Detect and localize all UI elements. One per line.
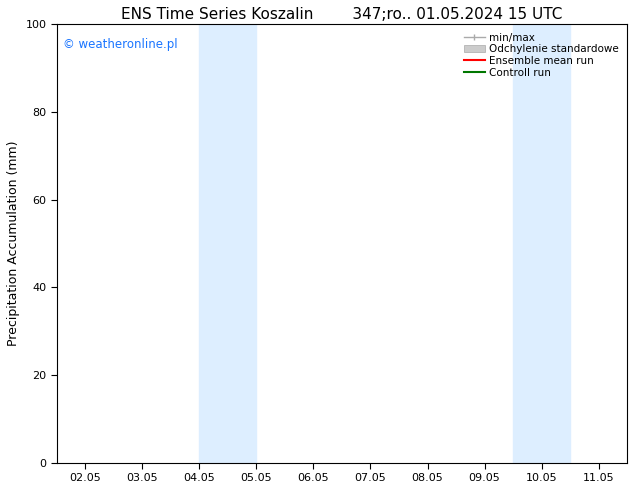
Title: ENS Time Series Koszalin        347;ro.. 01.05.2024 15 UTC: ENS Time Series Koszalin 347;ro.. 01.05.… (121, 7, 562, 22)
Bar (228, 24, 257, 463)
Bar (200, 24, 228, 463)
Bar (513, 24, 541, 463)
Legend: min/max, Odchylenie standardowe, Ensemble mean run, Controll run: min/max, Odchylenie standardowe, Ensembl… (461, 30, 622, 81)
Bar (541, 24, 570, 463)
Y-axis label: Precipitation Accumulation (mm): Precipitation Accumulation (mm) (7, 141, 20, 346)
Text: © weatheronline.pl: © weatheronline.pl (63, 38, 178, 50)
